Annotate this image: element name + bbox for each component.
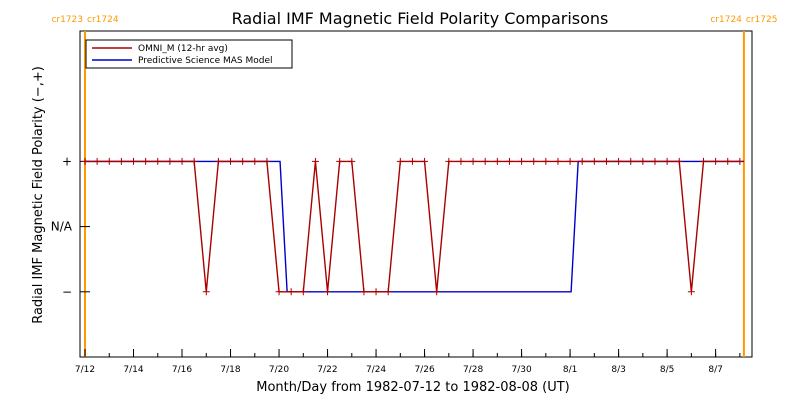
data-point-marker <box>408 157 416 165</box>
data-point-marker <box>578 157 586 165</box>
data-point-marker <box>130 157 138 165</box>
data-point-marker <box>360 288 368 296</box>
data-point-marker <box>518 157 526 165</box>
data-point-marker <box>651 157 659 165</box>
data-point-marker <box>493 157 501 165</box>
data-point-marker <box>712 157 720 165</box>
plot-frame <box>79 30 753 358</box>
data-point-marker <box>336 157 344 165</box>
data-point-marker <box>590 157 598 165</box>
data-point-marker <box>724 157 732 165</box>
y-tick-label: N/A <box>51 220 73 234</box>
data-point-marker <box>469 157 477 165</box>
data-point-marker <box>542 157 550 165</box>
data-point-marker <box>287 288 295 296</box>
data-point-marker <box>348 157 356 165</box>
data-point-marker <box>81 157 89 165</box>
x-tick-label: 7/28 <box>463 365 483 375</box>
data-point-marker <box>554 157 562 165</box>
series-line <box>85 160 744 293</box>
x-tick-label: 8/1 <box>563 365 577 375</box>
data-point-marker <box>239 157 247 165</box>
data-point-marker <box>481 157 489 165</box>
data-point-marker <box>566 157 574 165</box>
data-point-marker <box>154 157 162 165</box>
data-point-marker <box>142 157 150 165</box>
legend-label-mas: Predictive Science MAS Model <box>138 56 273 66</box>
data-point-marker <box>530 157 538 165</box>
data-point-marker <box>421 157 429 165</box>
legend-label-omni: OMNI_M (12-hr avg) <box>138 44 228 54</box>
data-point-marker <box>117 157 125 165</box>
legend: OMNI_M (12-hr avg) Predictive Science MA… <box>85 39 293 69</box>
carrington-lines <box>84 31 745 357</box>
data-point-marker <box>263 157 271 165</box>
data-point-marker <box>675 157 683 165</box>
data-point-marker <box>384 288 392 296</box>
series-line <box>85 160 740 293</box>
data-point-marker <box>372 288 380 296</box>
x-axis-ticks: 7/12 7/14 7/16 7/18 7/20 7/22 7/24 7/26 7/28 7/30… <box>75 349 741 375</box>
x-tick-label: 7/12 <box>75 365 95 375</box>
carrington-label-right: cr1724 <box>87 15 119 25</box>
data-point-marker <box>396 157 404 165</box>
data-point-marker <box>445 157 453 165</box>
x-tick-label: 8/7 <box>708 365 722 375</box>
data-point-marker <box>505 157 513 165</box>
series-layer <box>81 157 744 296</box>
y-axis-label: Radial IMF Magnetic Field Polarity (−,+) <box>31 66 46 324</box>
x-tick-label: 7/30 <box>511 365 531 375</box>
data-point-marker <box>251 157 259 165</box>
carrington-label-left: cr1723 <box>51 15 83 25</box>
data-point-marker <box>639 157 647 165</box>
x-tick-label: 7/16 <box>172 365 192 375</box>
data-point-marker <box>699 157 707 165</box>
x-tick-label: 7/18 <box>220 365 240 375</box>
data-point-marker <box>202 288 210 296</box>
data-point-marker <box>687 288 695 296</box>
data-point-marker <box>299 288 307 296</box>
data-point-marker <box>736 157 744 165</box>
legend-box <box>85 39 293 69</box>
carrington-label-left: cr1724 <box>710 15 742 25</box>
data-point-marker <box>166 157 174 165</box>
x-axis-label: Month/Day from 1982-07-12 to 1982-08-08 … <box>256 380 569 395</box>
x-tick-label: 7/14 <box>123 365 143 375</box>
carrington-labels: cr1723 cr1724 cr1724 cr1725 <box>51 15 777 25</box>
data-point-marker <box>105 157 113 165</box>
data-point-marker <box>311 157 319 165</box>
x-tick-label: 8/5 <box>660 365 674 375</box>
data-point-marker <box>602 157 610 165</box>
carrington-label-right: cr1725 <box>746 15 778 25</box>
x-tick-label: 7/26 <box>414 365 434 375</box>
data-point-marker <box>93 157 101 165</box>
data-point-marker <box>663 157 671 165</box>
y-tick-label: − <box>62 285 72 299</box>
data-point-marker <box>615 157 623 165</box>
data-point-marker <box>214 157 222 165</box>
chart-title: Radial IMF Magnetic Field Polarity Compa… <box>232 9 609 28</box>
x-tick-label: 7/20 <box>269 365 289 375</box>
x-tick-label: 7/22 <box>317 365 337 375</box>
data-point-marker <box>227 157 235 165</box>
y-tick-label: + <box>62 154 72 168</box>
data-point-marker <box>178 157 186 165</box>
x-tick-label: 7/24 <box>366 365 386 375</box>
data-point-marker <box>190 157 198 165</box>
data-point-marker <box>457 157 465 165</box>
data-point-marker <box>433 288 441 296</box>
x-tick-label: 8/3 <box>611 365 625 375</box>
data-point-marker <box>324 288 332 296</box>
data-point-marker <box>627 157 635 165</box>
data-point-marker <box>275 288 283 296</box>
